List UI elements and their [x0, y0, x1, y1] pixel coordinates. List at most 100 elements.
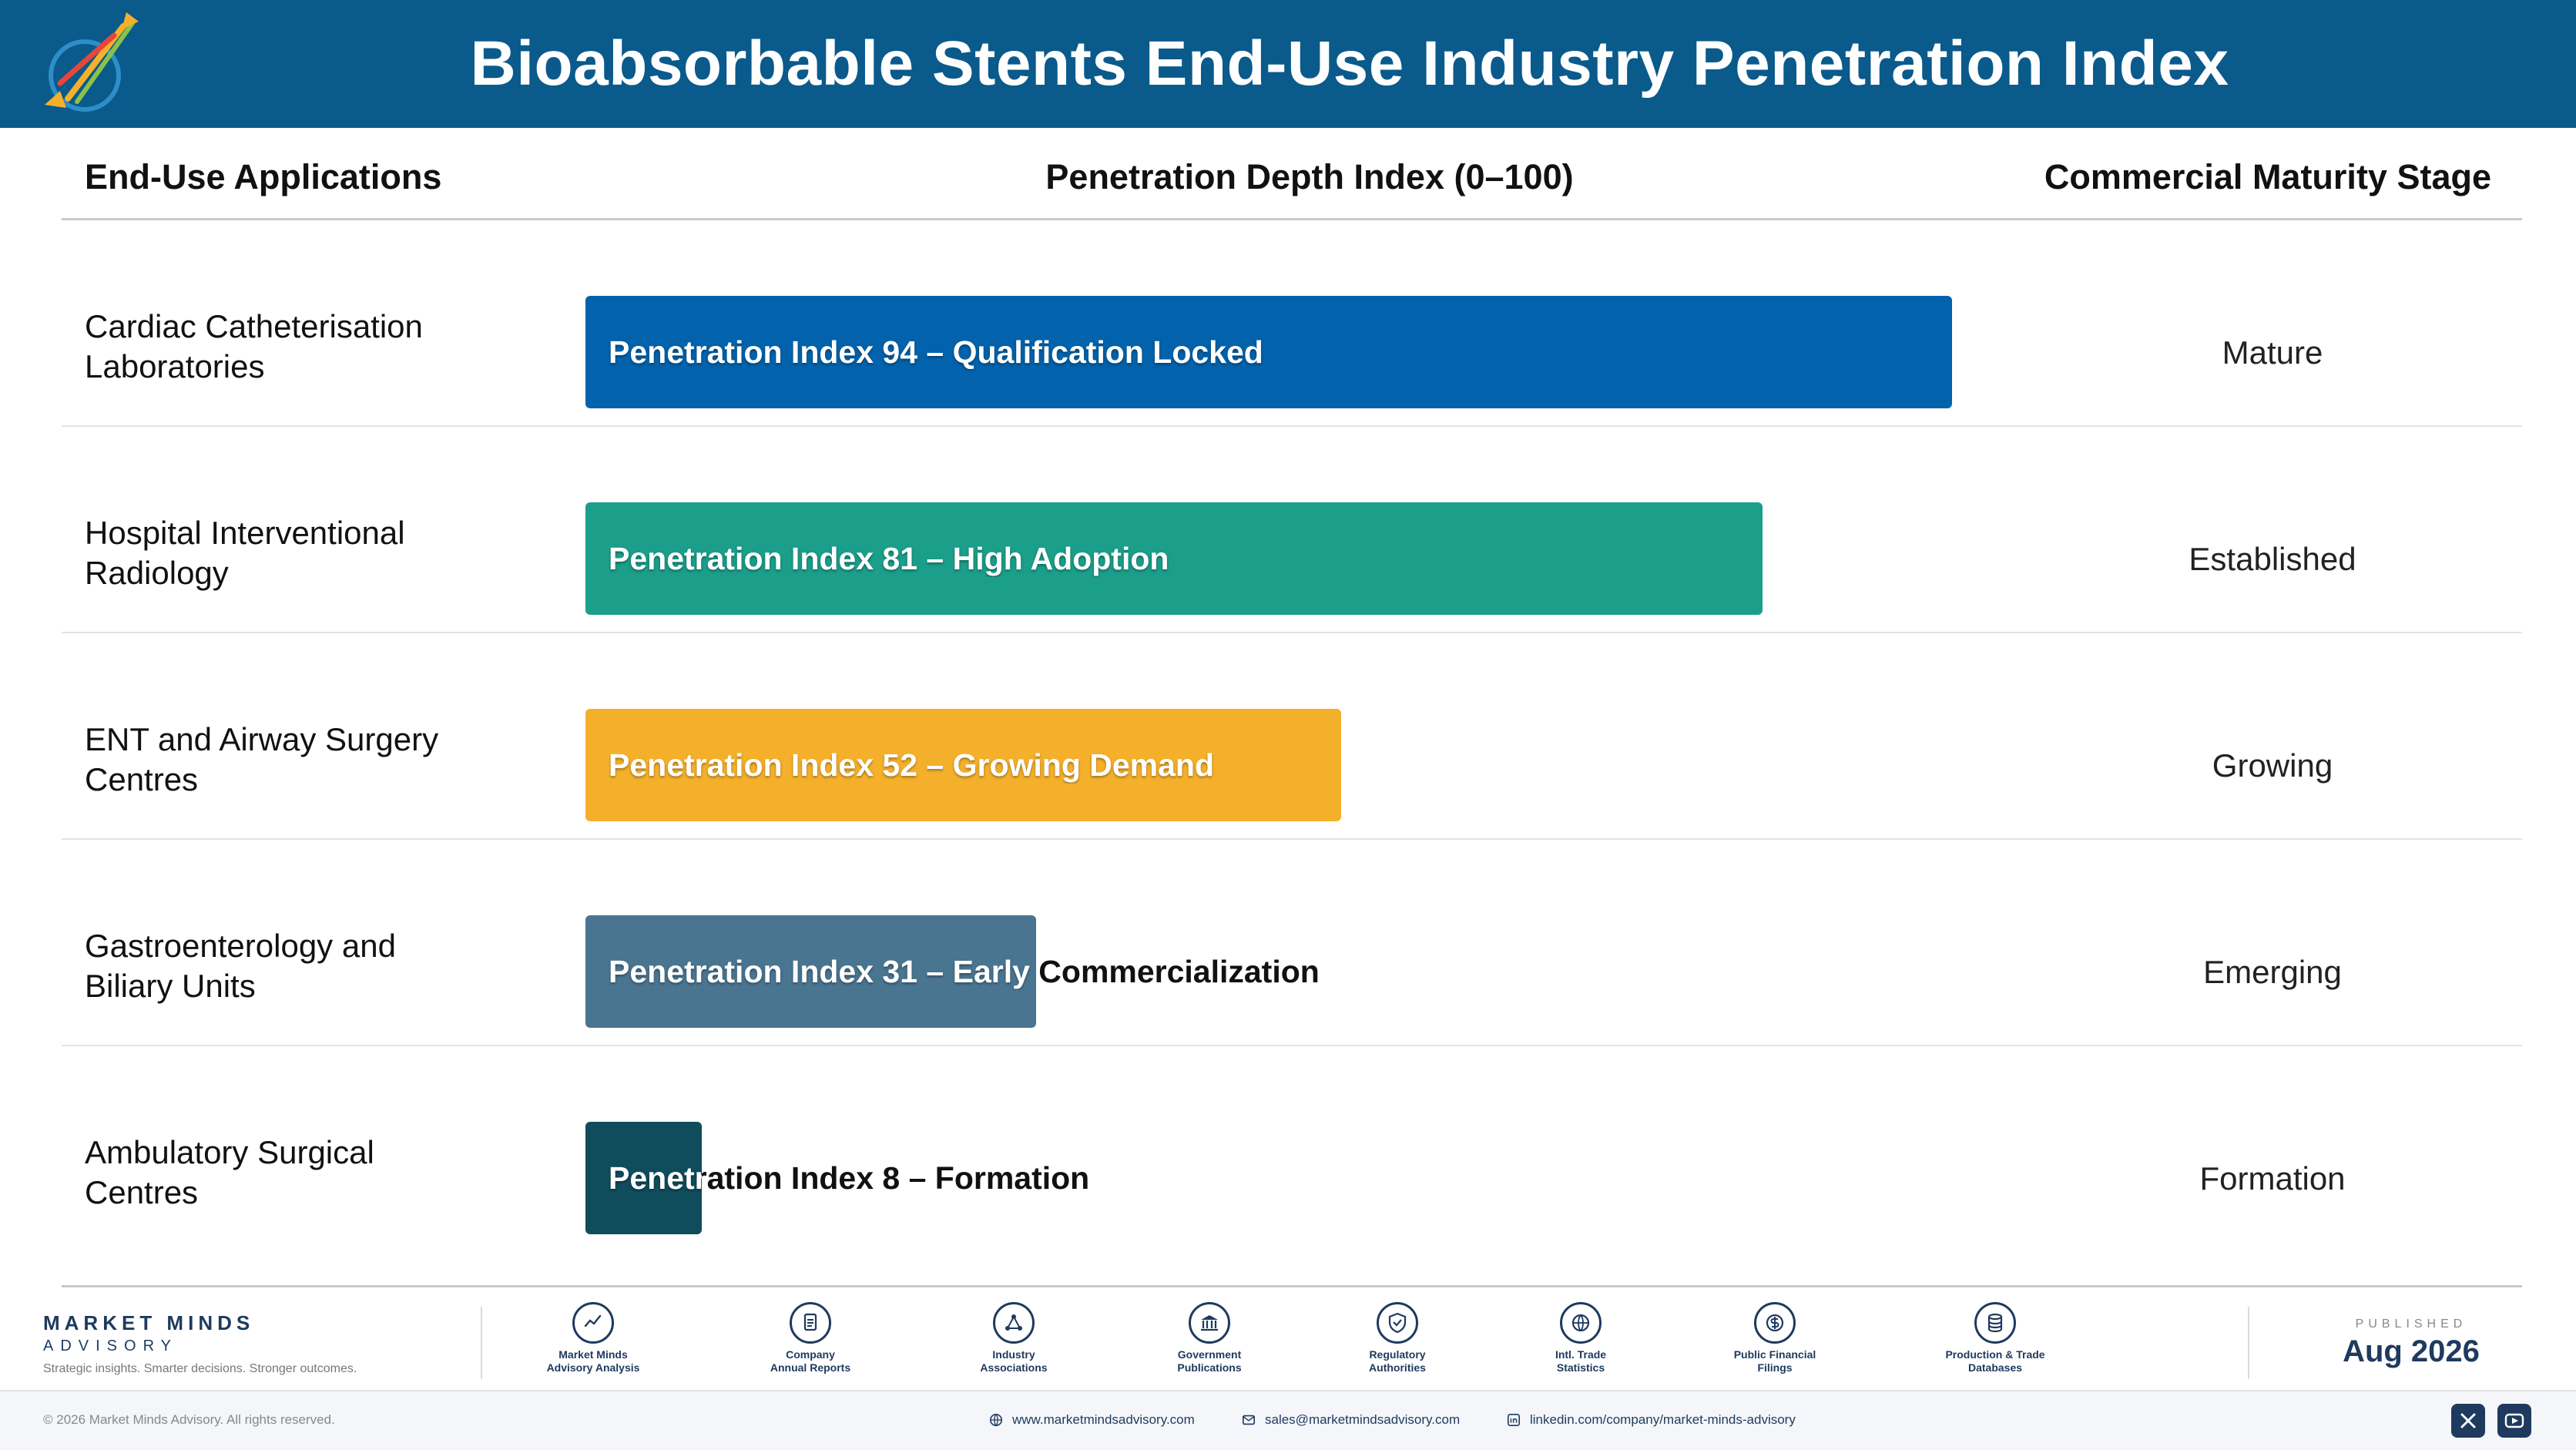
source-label: Market Minds Advisory Analysis [516, 1348, 670, 1374]
maturity-stage: Mature [2222, 334, 2323, 371]
mail-icon [1242, 1415, 1256, 1425]
maturity-stage: Formation [2199, 1160, 2346, 1197]
penetration-bar [585, 502, 1763, 615]
source-label: Intl. Trade Statistics [1504, 1348, 1658, 1374]
database-icon [1974, 1302, 2016, 1344]
building-icon [1189, 1302, 1230, 1344]
document-icon [790, 1302, 831, 1344]
published-label: PUBLISHED [2355, 1317, 2467, 1331]
brand-tagline: Strategic insights. Smarter decisions. S… [43, 1362, 357, 1375]
chart-row: ENT and Airway Surgery Centres Penetration… [0, 633, 2576, 840]
penetration-bar [585, 709, 1341, 821]
application-label: Ambulatory Surgical Centres [85, 1133, 516, 1213]
application-label-line: Cardiac Catheterisation [85, 308, 423, 344]
application-label-line: Gastroenterology and [85, 928, 396, 964]
bar-label-overflow: Penetration Index 8 – Formation [609, 1160, 1090, 1196]
source-item: Intl. Trade Statistics [1504, 1302, 1658, 1374]
chart-row: Ambulatory Surgical Centres Penetration In… [0, 1046, 2576, 1253]
x-social-button[interactable] [2451, 1404, 2485, 1438]
network-icon [993, 1302, 1035, 1344]
penetration-bar [585, 296, 1952, 408]
column-header-applications: End-Use Applications [85, 157, 442, 196]
footer-sources-band: MARKET MINDS ADVISORY Strategic insights… [0, 1294, 2576, 1391]
bar-label-overflow: Penetration Index 31 – Early Commerciali… [1036, 954, 1320, 989]
brand-name: MARKET MINDS [43, 1311, 255, 1334]
application-label: Gastroenterology and Biliary Units [85, 926, 516, 1006]
footer-divider [2248, 1307, 2249, 1379]
source-label: Public Financial Filings [1698, 1348, 1852, 1374]
header-bar: Bioabsorbable Stents End-Use Industry Pe… [0, 0, 2576, 128]
application-label-line: Ambulatory Surgical [85, 1134, 374, 1170]
source-label-line: Publications [1177, 1361, 1242, 1374]
source-label-line: Filings [1757, 1361, 1793, 1374]
linkedin-icon [1507, 1413, 1521, 1427]
application-label: Cardiac Catheterisation Laboratories [85, 307, 516, 387]
chart-row: Cardiac Catheterisation Laboratories Penet… [0, 220, 2576, 427]
application-label-line: Hospital Interventional [85, 515, 405, 551]
youtube-icon [2504, 1413, 2524, 1428]
source-label-line: Intl. Trade [1555, 1348, 1607, 1361]
source-item: Regulatory Authorities [1320, 1302, 1474, 1374]
source-label-line: Annual Reports [770, 1361, 851, 1374]
maturity-stage: Growing [2212, 747, 2333, 784]
bar-label: Penetration Index 52 – Growing Demand [609, 747, 1215, 783]
chart-line-icon [572, 1302, 614, 1344]
footer: MARKET MINDS ADVISORY Strategic insights… [0, 1294, 2576, 1450]
penetration-bar [585, 1122, 702, 1234]
source-label-line: Production & Trade [1945, 1348, 2045, 1361]
youtube-social-button[interactable] [2497, 1404, 2531, 1438]
column-header-maturity: Commercial Maturity Stage [2044, 157, 2491, 196]
shield-icon [1377, 1302, 1418, 1344]
source-label: Industry Associations [937, 1348, 1091, 1374]
source-label-line: Government [1177, 1348, 1242, 1361]
penetration-bar [585, 915, 1036, 1028]
email-link[interactable]: sales@marketmindsadvisory.com [1242, 1412, 1460, 1428]
header-divider [62, 218, 2522, 220]
dollar-icon [1754, 1302, 1796, 1344]
application-label-line: Laboratories [85, 348, 265, 384]
source-label-line: Associations [980, 1361, 1048, 1374]
chart-row: Gastroenterology and Biliary Units Penetra… [0, 840, 2576, 1046]
linkedin-text: linkedin.com/company/market-minds-adviso… [1530, 1412, 1796, 1427]
page-title: Bioabsorbable Stents End-Use Industry Pe… [470, 29, 2229, 99]
application-label: ENT and Airway Surgery Centres [85, 720, 516, 800]
source-label-line: Regulatory [1369, 1348, 1426, 1361]
source-label-line: Market Minds [558, 1348, 628, 1361]
application-label-line: Biliary Units [85, 968, 256, 1004]
published-date: Aug 2026 [2343, 1334, 2480, 1368]
row-divider [62, 838, 2522, 840]
linkedin-link[interactable]: linkedin.com/company/market-minds-adviso… [1507, 1412, 1796, 1428]
column-header-depth: Penetration Depth Index (0–100) [1045, 157, 1574, 196]
application-label-line: Centres [85, 1174, 199, 1210]
source-label-line: Statistics [1556, 1361, 1605, 1374]
brand-subtitle: ADVISORY [43, 1338, 178, 1354]
source-label-line: Company [786, 1348, 835, 1361]
footer-divider [481, 1307, 482, 1379]
copyright-text: © 2026 Market Minds Advisory. All rights… [43, 1412, 335, 1427]
source-label-line: Public Financial [1733, 1348, 1816, 1361]
bar-label: Penetration Index 94 – Qualification Loc… [609, 334, 1263, 370]
bar-label: Penetration Index 81 – High Adoption [609, 541, 1169, 576]
website-link[interactable]: www.marketmindsadvisory.com [989, 1412, 1195, 1428]
row-divider [62, 1045, 2522, 1046]
source-label: Government Publications [1132, 1348, 1286, 1374]
source-label-line: Advisory Analysis [546, 1361, 640, 1374]
source-label: Company Annual Reports [733, 1348, 887, 1374]
source-label: Production & Trade Databases [1918, 1348, 2072, 1374]
source-label: Regulatory Authorities [1320, 1348, 1474, 1374]
maturity-stage: Emerging [2203, 954, 2342, 990]
globe-icon [989, 1413, 1003, 1427]
globe-icon [1560, 1302, 1602, 1344]
website-text: www.marketmindsadvisory.com [1012, 1412, 1195, 1427]
source-label-line: Authorities [1369, 1361, 1426, 1374]
market-minds-logo-icon [45, 12, 139, 112]
row-divider [62, 425, 2522, 427]
source-item: Government Publications [1132, 1302, 1286, 1374]
source-label-line: Databases [1967, 1361, 2023, 1374]
chart-bottom-divider [62, 1285, 2522, 1287]
application-label-line: ENT and Airway Surgery [85, 721, 439, 757]
source-item: Production & Trade Databases [1918, 1302, 2072, 1374]
source-label-line: Industry [992, 1348, 1035, 1361]
application-label-line: Radiology [85, 555, 229, 591]
row-divider [62, 632, 2522, 633]
